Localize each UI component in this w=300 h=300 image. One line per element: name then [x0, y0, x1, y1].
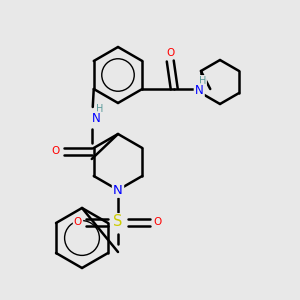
Text: N: N: [195, 85, 204, 98]
Text: N: N: [113, 184, 123, 196]
Text: O: O: [74, 217, 82, 227]
Text: O: O: [52, 146, 60, 156]
Text: O: O: [166, 48, 174, 58]
Text: H: H: [199, 76, 206, 86]
Text: S: S: [113, 214, 123, 230]
Text: H: H: [96, 104, 103, 114]
Text: N: N: [92, 112, 100, 125]
Text: O: O: [154, 217, 162, 227]
